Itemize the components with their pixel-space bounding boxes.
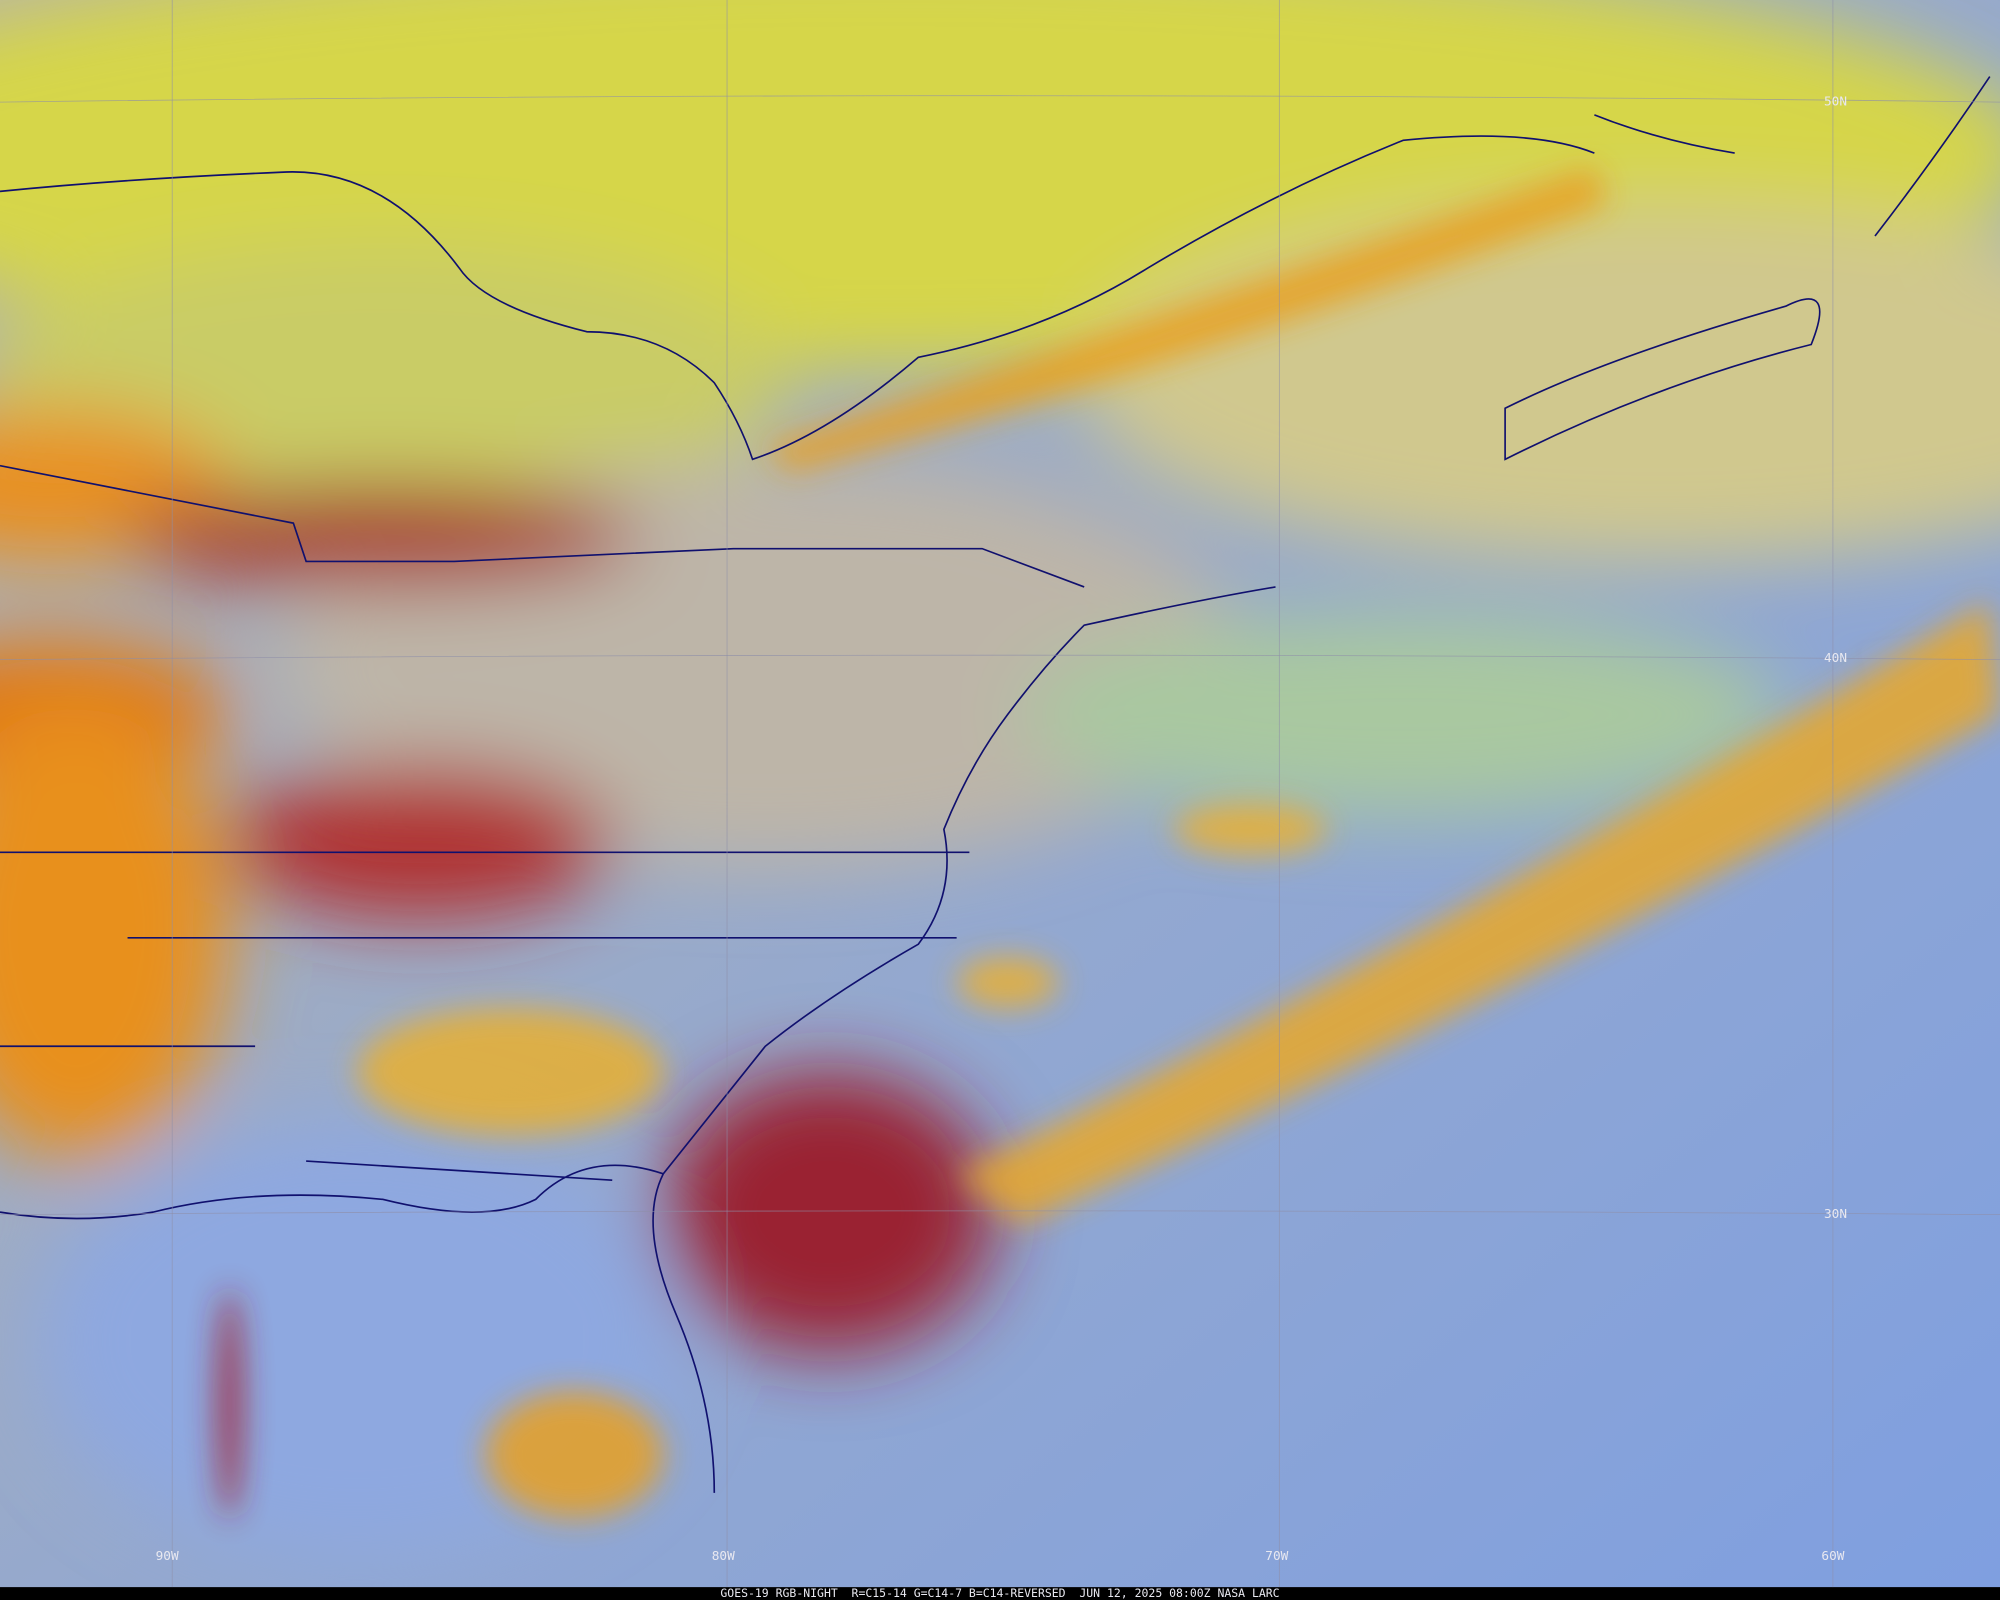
- lat-label: 50N: [1824, 95, 1847, 110]
- lon-label: 70W: [1265, 1549, 1288, 1564]
- lon-label: 90W: [156, 1549, 179, 1564]
- caption: GOES-19 RGB-NIGHT R=C15-14 G=C14-7 B=C14…: [720, 1586, 1279, 1600]
- caption-bar: [0, 1587, 2000, 1600]
- coastlines: [0, 76, 1991, 1493]
- lon-label: 60W: [1821, 1549, 1844, 1564]
- lon-label: 80W: [712, 1549, 735, 1564]
- lat-label: 30N: [1824, 1207, 1847, 1222]
- lat-label: 40N: [1824, 651, 1847, 666]
